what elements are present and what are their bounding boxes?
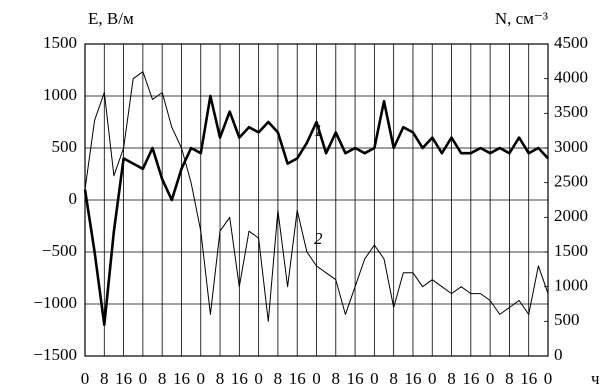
y2-tick-label: 1500 (554, 241, 588, 260)
y-tick-label: −1500 (33, 345, 77, 364)
y2-tick-label: 500 (554, 310, 580, 329)
y2-tick-label: 4000 (554, 68, 588, 87)
series-line (83, 94, 549, 327)
x-tick-label: 8 (158, 369, 167, 388)
x-tick-label: 16 (289, 369, 306, 388)
y2-tick-label: 2500 (554, 172, 588, 191)
x-tick-label: 0 (197, 369, 206, 388)
y-tick-label: 500 (52, 137, 78, 156)
x-tick-label: 0 (254, 369, 263, 388)
y-tick-label: −500 (42, 241, 77, 260)
x-tick-label: 8 (505, 369, 514, 388)
x-tick-label: 8 (100, 369, 109, 388)
y2-tick-label: 1000 (554, 276, 588, 295)
y-tick-label: 1000 (43, 85, 77, 104)
y-axis-title: E, В/м (88, 9, 134, 28)
x-tick-label: 16 (462, 369, 479, 388)
x-tick-label: 0 (312, 369, 321, 388)
y2-tick-label: 3500 (554, 102, 588, 121)
x-tick-label: 0 (544, 369, 553, 388)
x-tick-label: 16 (520, 369, 537, 388)
x-tick-label: 8 (447, 369, 456, 388)
x-tick-label: 0 (486, 369, 495, 388)
y-tick-label: 1500 (43, 33, 77, 52)
x-tick-label: 0 (139, 369, 148, 388)
y-tick-label: 0 (69, 189, 78, 208)
y2-axis-title: N, см⁻³ (495, 9, 548, 28)
x-tick-label: 0 (370, 369, 379, 388)
x-tick-label: 16 (347, 369, 364, 388)
x-tick-label: 16 (173, 369, 190, 388)
x-tick-label: 8 (274, 369, 283, 388)
x-tick-label: 8 (332, 369, 341, 388)
x-axis-title: ч (591, 369, 600, 388)
x-tick-label: 16 (404, 369, 421, 388)
x-tick-label: 0 (428, 369, 437, 388)
x-tick-label: 16 (231, 369, 248, 388)
plot-frame (84, 43, 549, 357)
y2-tick-label: 3000 (554, 137, 588, 156)
series-label: 2 (314, 229, 323, 248)
x-tick-label: 8 (389, 369, 398, 388)
x-tick-label: 8 (216, 369, 225, 388)
y2-tick-label: 2000 (554, 206, 588, 225)
series-line (84, 71, 549, 322)
y-tick-label: −1000 (33, 293, 77, 312)
x-tick-label: 16 (115, 369, 132, 388)
y2-tick-label: 4500 (554, 33, 588, 52)
y2-tick-label: 0 (554, 345, 563, 364)
x-tick-label: 0 (81, 369, 90, 388)
series-label: 1 (314, 121, 323, 140)
